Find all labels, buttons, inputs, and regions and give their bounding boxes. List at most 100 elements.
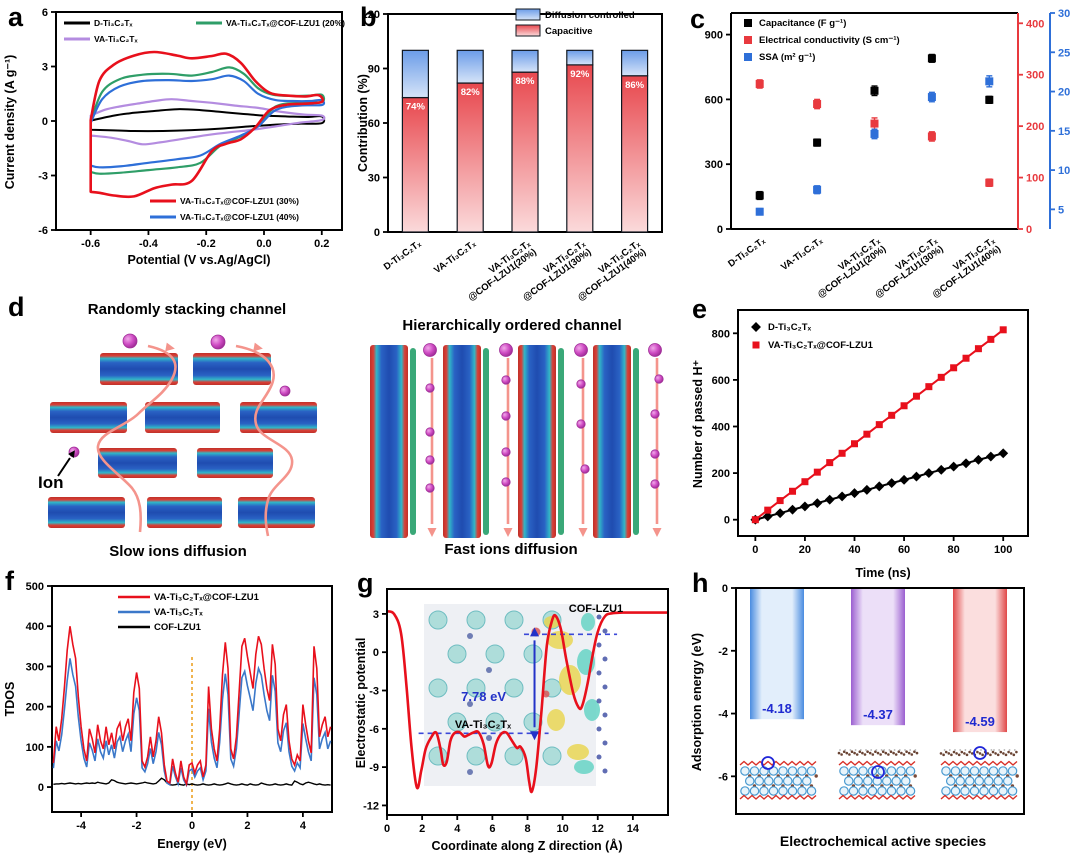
- marker-square: [863, 430, 871, 438]
- marker-square: [888, 411, 896, 419]
- adsorption-bar: [750, 588, 804, 720]
- circle-gfx: [1007, 750, 1010, 754]
- tick-label: -6: [38, 225, 48, 237]
- ion-sphere: [650, 449, 660, 459]
- marker-square: [744, 19, 752, 27]
- atom-circle: [896, 786, 906, 796]
- tick-label: COF-LZU1: [154, 622, 202, 633]
- atom-sphere: [428, 678, 448, 698]
- circle-gfx: [884, 751, 888, 755]
- tick-label: 300: [705, 159, 723, 171]
- atom-sphere: [523, 712, 543, 732]
- active-site-ring: [871, 765, 885, 779]
- tick-label: 6: [42, 7, 48, 19]
- circle-gfx: [965, 753, 969, 757]
- mxene-slab-horizontal: [147, 497, 222, 528]
- marker-diamond: [849, 488, 860, 499]
- circle-gfx: [954, 749, 956, 751]
- mxene-slab-horizontal: [238, 497, 315, 528]
- bar-diffusion: [511, 49, 539, 73]
- ion-sphere: [423, 343, 437, 357]
- panel-f-tdos-chart: -4 -2 0 2 4 0 100 200 300 400 500 VA-Ti₃C₂Tₓ@COF-LZ…: [3, 581, 333, 851]
- circle-gfx: [881, 750, 885, 754]
- marker-square: [985, 95, 994, 104]
- marker-diamond: [973, 454, 984, 465]
- tick-label: Diffusion controlled: [545, 10, 635, 21]
- tick-label: 10: [1058, 165, 1070, 177]
- circle-gfx: [467, 633, 473, 639]
- circle-gfx: [1008, 749, 1011, 751]
- circle-gfx: [955, 752, 958, 755]
- ion-sphere: [501, 447, 511, 457]
- atom-circle: [1007, 786, 1018, 796]
- tick-label: 40: [848, 544, 860, 556]
- category-label: VA-Ti₃C₂Tₓ: [432, 238, 478, 276]
- tick-label: 30: [1058, 8, 1070, 20]
- atom-circle: [905, 786, 916, 796]
- marker-square: [776, 497, 784, 505]
- panel-c-dynamic: 0 300 600 900 0 100 200 300 400 5 10 15 20 25 30 Capaci…: [705, 8, 1071, 300]
- tdos-curve: [52, 626, 332, 787]
- panel-e-dynamic: 0 20 40 60 80 100 0 200 400 600 800 D-Ti₃C₂Tₓ VA-Ti₃…: [712, 309, 1029, 556]
- charge-blob-yellow: [567, 744, 589, 760]
- atom-circle: [950, 766, 961, 776]
- circle-gfx: [900, 751, 903, 755]
- tick-label: 92%: [570, 69, 590, 80]
- arrow-head: [253, 342, 263, 352]
- atom-circle: [998, 766, 1008, 776]
- bar-capacitive: [511, 71, 539, 233]
- panel-d-caption-right: Fast ions diffusion: [444, 541, 577, 558]
- adsorption-bar: [953, 588, 1007, 733]
- marker-square: [813, 468, 821, 476]
- path-gfx: [940, 760, 1018, 766]
- mxene-slab-horizontal: [145, 402, 220, 433]
- circle-gfx: [889, 750, 893, 754]
- circle-gfx: [892, 751, 895, 755]
- atom-circle: [848, 766, 859, 776]
- tick-label: 0: [374, 227, 380, 239]
- tick-label: 88%: [515, 76, 535, 87]
- tick-label: Capacitive: [545, 26, 593, 37]
- atom-circle: [891, 776, 902, 786]
- legend-swatch: [515, 8, 541, 21]
- circle-gfx: [913, 750, 916, 754]
- atom-circle: [754, 776, 765, 786]
- circle-gfx: [963, 752, 966, 755]
- atom-circle: [1002, 776, 1013, 786]
- panel-f-ylabel: TDOS: [3, 682, 17, 717]
- path-gfx: [838, 760, 916, 766]
- circle-gfx: [879, 753, 882, 756]
- marker-diamond: [899, 474, 910, 485]
- atom-circle: [787, 786, 798, 796]
- bar-diffusion: [566, 49, 594, 66]
- arrow-head: [530, 627, 540, 637]
- tdos-curve: [52, 658, 332, 788]
- tick-label: 82%: [461, 87, 481, 98]
- circle-gfx: [861, 751, 864, 755]
- circle-gfx: [907, 751, 911, 755]
- bar-diffusion: [621, 49, 649, 77]
- atom-circle: [969, 786, 980, 796]
- tick-label: VA-Ti₃C₂Tₓ@COF-LZU1 (30%): [180, 196, 299, 206]
- circle-gfx: [602, 684, 608, 690]
- atom-sphere: [504, 610, 524, 630]
- marker-square: [850, 440, 858, 448]
- atom-circle: [806, 766, 817, 776]
- marker-diamond: [948, 461, 959, 472]
- tick-label: 0: [373, 647, 379, 659]
- cof-strip: [483, 348, 489, 535]
- panel-g-va-label: VA-Ti₃C₂Tₓ: [455, 719, 512, 731]
- circle-gfx: [914, 749, 917, 751]
- circle-gfx: [1002, 752, 1005, 755]
- tick-label: 400: [712, 421, 730, 433]
- tick-label: D-Ti₃C₂Tₓ: [94, 18, 133, 28]
- tick-label: 2: [419, 823, 425, 835]
- circle-gfx: [842, 750, 846, 754]
- atom-circle: [896, 766, 906, 776]
- tick-label: 600: [705, 94, 723, 106]
- atom-circle: [792, 776, 803, 786]
- atom-circle: [797, 766, 807, 776]
- tick-label: 86%: [625, 80, 645, 91]
- tick-label: 0: [384, 823, 390, 835]
- ion-sphere: [425, 483, 435, 493]
